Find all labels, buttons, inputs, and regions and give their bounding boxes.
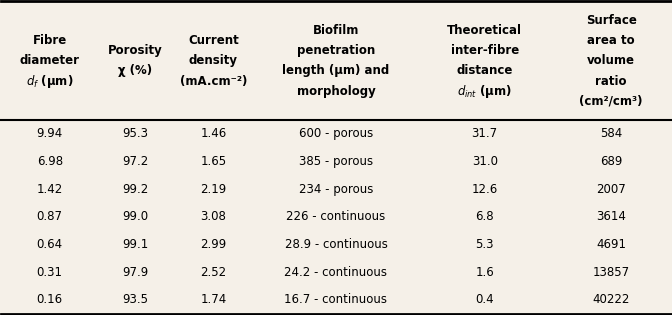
Text: 24.2 - continuous: 24.2 - continuous	[284, 266, 388, 279]
Text: 99.0: 99.0	[122, 210, 149, 223]
Text: length (μm) and: length (μm) and	[282, 64, 390, 77]
Text: 12.6: 12.6	[472, 183, 498, 196]
Text: 584: 584	[600, 127, 622, 140]
Text: (mA.cm⁻²): (mA.cm⁻²)	[179, 75, 247, 88]
Text: 28.9 - continuous: 28.9 - continuous	[284, 238, 388, 251]
Text: $d_f$ (μm): $d_f$ (μm)	[26, 72, 73, 89]
Text: 40222: 40222	[593, 293, 630, 306]
Text: 1.46: 1.46	[200, 127, 226, 140]
Text: 385 - porous: 385 - porous	[299, 155, 373, 168]
Text: 0.16: 0.16	[37, 293, 62, 306]
Text: 93.5: 93.5	[122, 293, 149, 306]
Text: 234 - porous: 234 - porous	[299, 183, 373, 196]
Text: distance: distance	[456, 64, 513, 77]
Text: 2.52: 2.52	[200, 266, 226, 279]
Text: 1.74: 1.74	[200, 293, 226, 306]
Text: 2.99: 2.99	[200, 238, 226, 251]
Text: inter-fibre: inter-fibre	[451, 44, 519, 57]
Text: density: density	[189, 54, 238, 67]
Text: 9.94: 9.94	[36, 127, 63, 140]
Text: 1.6: 1.6	[475, 266, 494, 279]
Text: 689: 689	[600, 155, 622, 168]
Text: 6.98: 6.98	[37, 155, 62, 168]
Text: Current: Current	[188, 34, 239, 47]
Text: Surface: Surface	[586, 14, 636, 27]
Text: 4691: 4691	[596, 238, 626, 251]
Text: 0.64: 0.64	[37, 238, 62, 251]
Text: 0.4: 0.4	[475, 293, 494, 306]
Text: 95.3: 95.3	[122, 127, 149, 140]
Text: $d_{int}$ (μm): $d_{int}$ (μm)	[457, 83, 512, 100]
Text: 99.1: 99.1	[122, 238, 149, 251]
Text: 16.7 - continuous: 16.7 - continuous	[284, 293, 388, 306]
Text: 2.19: 2.19	[200, 183, 226, 196]
Text: 226 - continuous: 226 - continuous	[286, 210, 386, 223]
Text: 97.9: 97.9	[122, 266, 149, 279]
Text: 0.87: 0.87	[37, 210, 62, 223]
Text: 3614: 3614	[596, 210, 626, 223]
Text: penetration: penetration	[297, 44, 375, 57]
Text: 1.42: 1.42	[36, 183, 63, 196]
Text: 97.2: 97.2	[122, 155, 149, 168]
Text: χ (%): χ (%)	[118, 64, 153, 77]
Text: 0.31: 0.31	[37, 266, 62, 279]
Text: Biofilm: Biofilm	[312, 24, 360, 37]
Text: volume: volume	[587, 54, 635, 67]
Text: 99.2: 99.2	[122, 183, 149, 196]
Text: 1.65: 1.65	[200, 155, 226, 168]
Text: Fibre: Fibre	[33, 34, 67, 47]
Text: 2007: 2007	[596, 183, 626, 196]
Text: Porosity: Porosity	[108, 44, 163, 57]
Text: Theoretical: Theoretical	[448, 24, 522, 37]
Text: 5.3: 5.3	[476, 238, 494, 251]
Text: 31.7: 31.7	[472, 127, 498, 140]
Text: area to: area to	[587, 34, 635, 47]
Text: 6.8: 6.8	[475, 210, 494, 223]
Text: 3.08: 3.08	[200, 210, 226, 223]
Text: 600 - porous: 600 - porous	[299, 127, 373, 140]
Text: 31.0: 31.0	[472, 155, 498, 168]
Text: 13857: 13857	[593, 266, 630, 279]
Text: morphology: morphology	[296, 85, 376, 98]
Text: (cm²/cm³): (cm²/cm³)	[579, 95, 643, 108]
Text: ratio: ratio	[595, 75, 627, 88]
Text: diameter: diameter	[19, 54, 80, 67]
